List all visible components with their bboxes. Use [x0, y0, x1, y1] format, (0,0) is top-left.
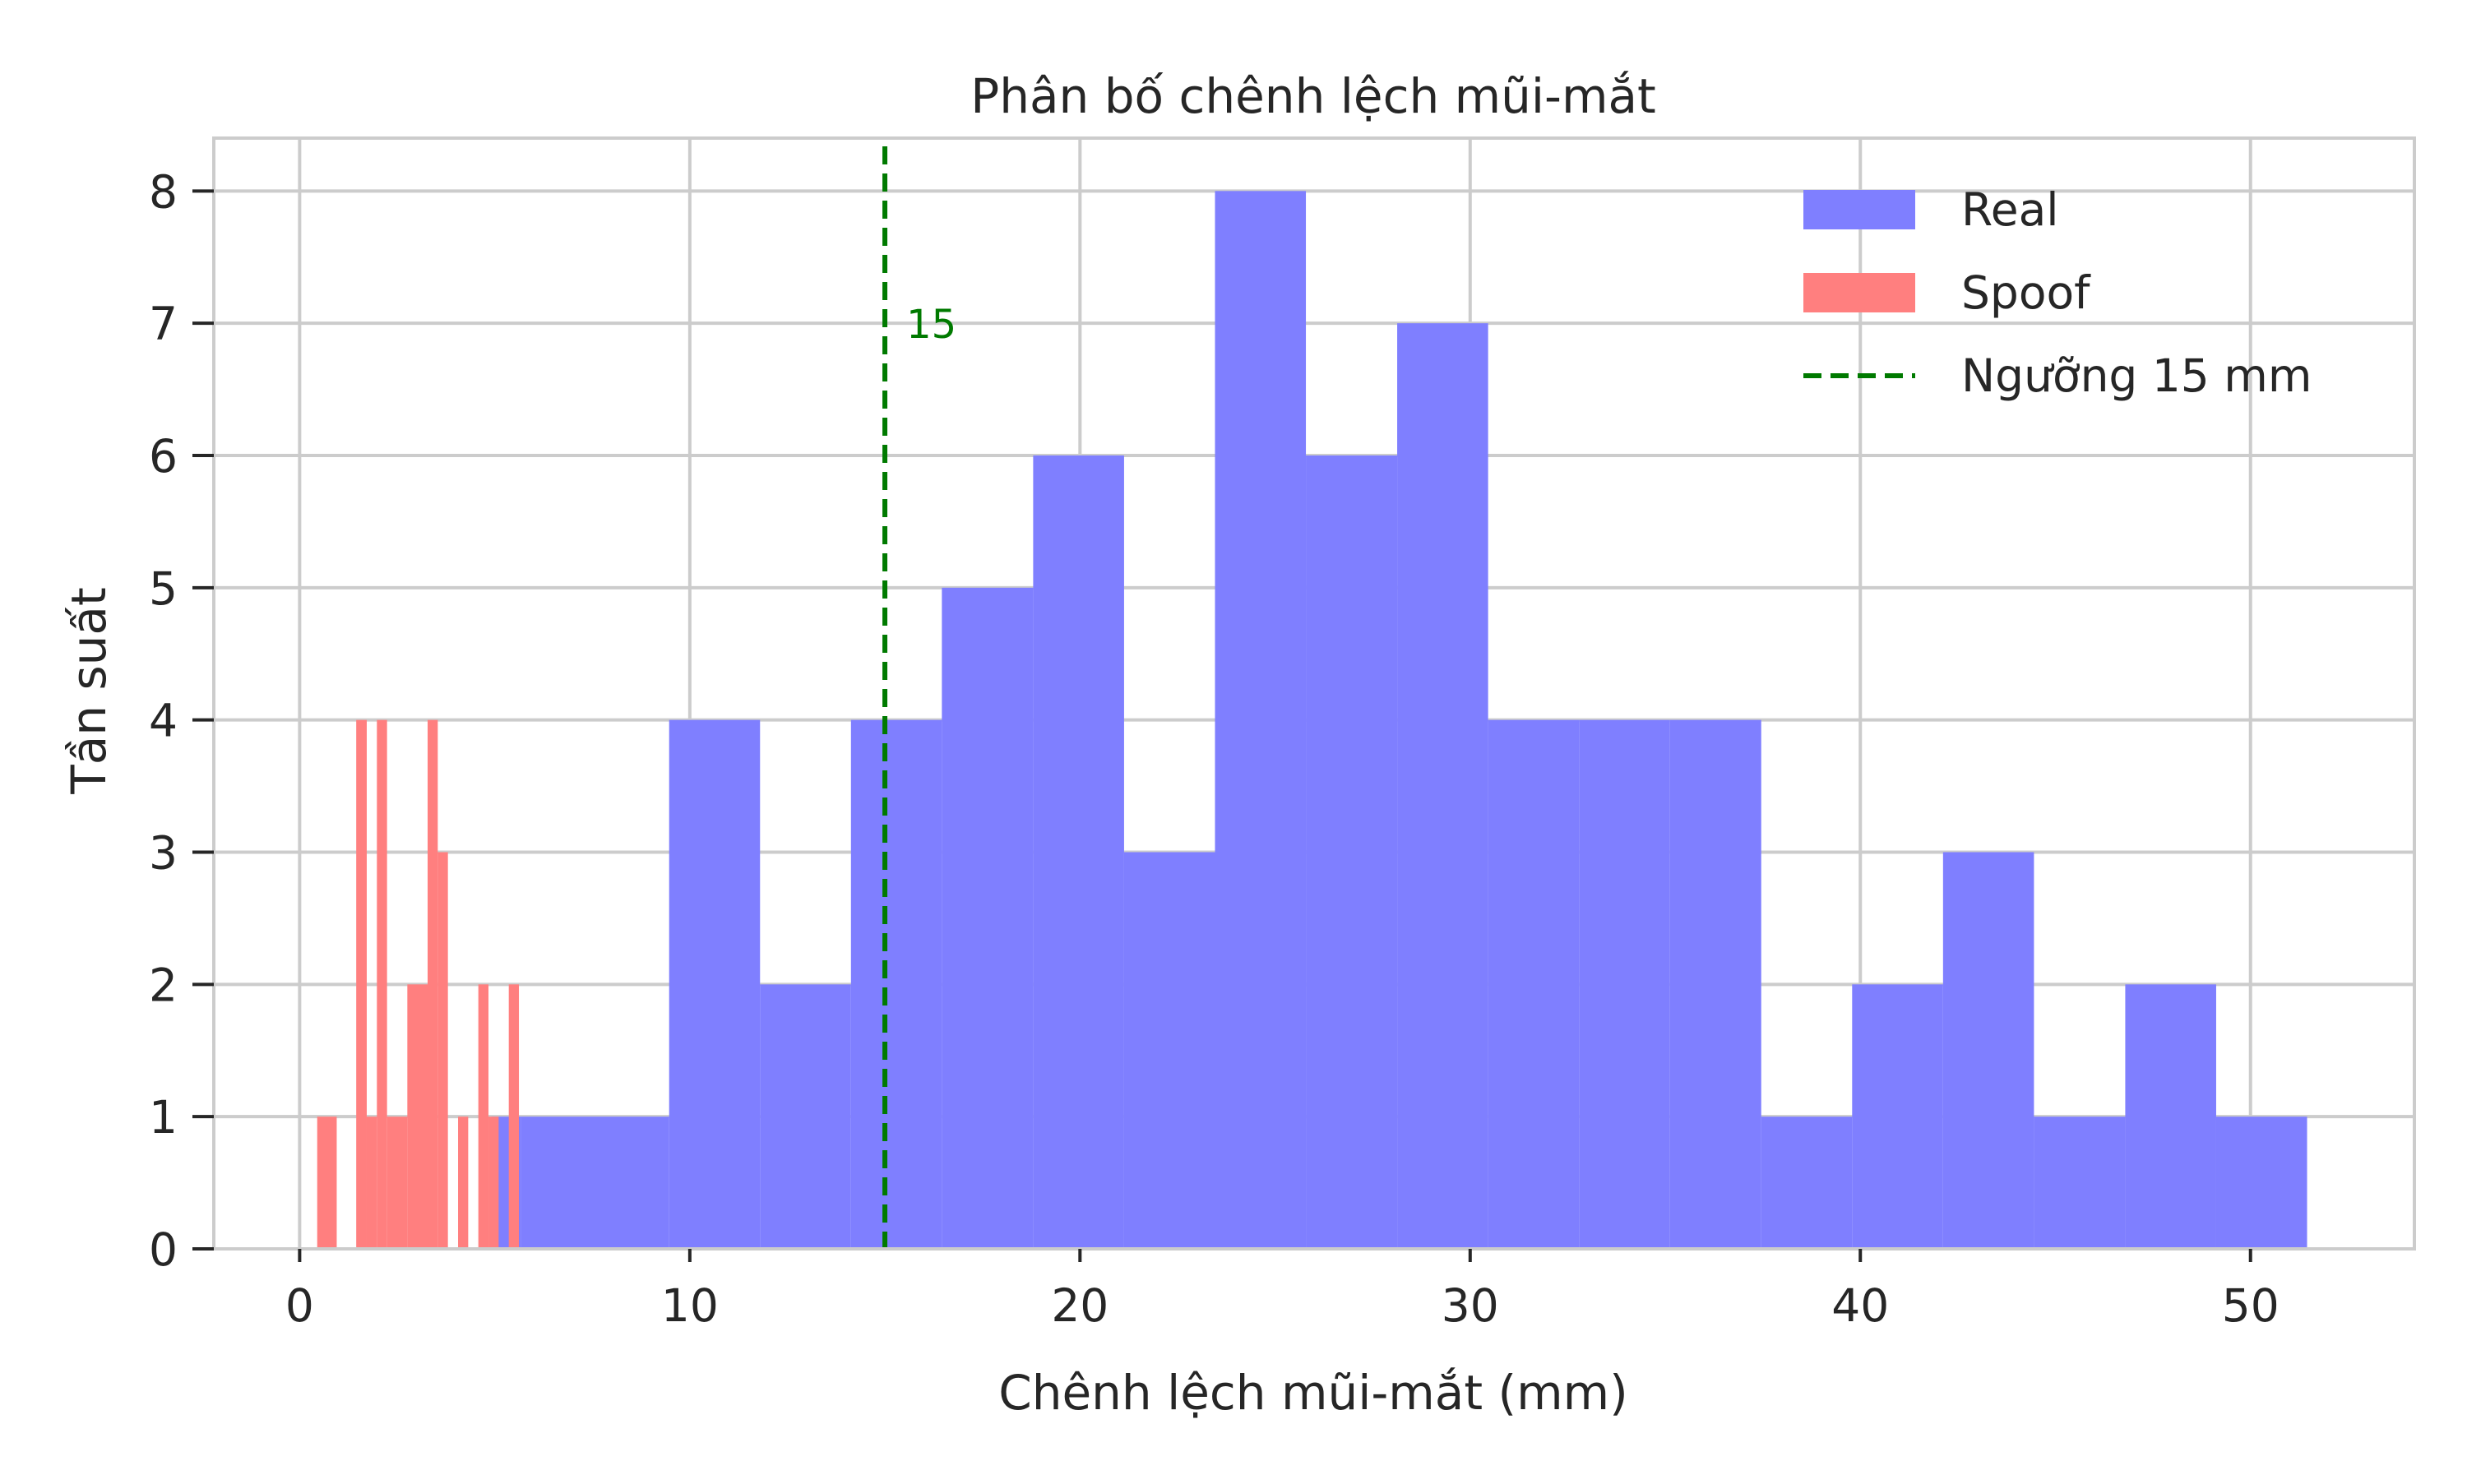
y-axis-label: Tần suất [61, 587, 117, 794]
y-tick-label: 4 [149, 695, 178, 747]
y-tick-label: 6 [149, 430, 178, 483]
legend-swatch-spoof [1803, 273, 1915, 312]
legend-swatch-real [1803, 190, 1915, 229]
legend-label-threshold: Ngưỡng 15 mm [1961, 349, 2312, 402]
bar-real [1488, 719, 1580, 1249]
bar-real [1942, 852, 2034, 1249]
bar-real [2215, 1116, 2307, 1249]
y-tick-label: 0 [149, 1223, 178, 1276]
bar-real [942, 587, 1034, 1249]
bar-real [1761, 1116, 1853, 1249]
y-tick-label: 2 [149, 959, 178, 1011]
bar-real [1215, 191, 1307, 1249]
bar-real [2125, 984, 2216, 1249]
bar-real [2034, 1116, 2126, 1249]
bar-real [521, 1116, 669, 1249]
x-tick-label: 30 [1442, 1279, 1499, 1332]
axis-ticks: 0 10 20 30 40 50 0 1 2 3 4 5 6 7 8 [149, 165, 2280, 1332]
bar-real [1306, 455, 1398, 1249]
bar-spoof [488, 1116, 499, 1249]
legend: Real Spoof Ngưỡng 15 mm [1803, 183, 2312, 402]
bar-spoof [428, 719, 438, 1249]
bar-spoof [386, 1116, 408, 1249]
bar-spoof [458, 1116, 469, 1249]
legend-label-spoof: Spoof [1961, 266, 2091, 319]
bar-spoof [377, 719, 387, 1249]
bar-real [760, 984, 851, 1249]
x-axis-label: Chênh lệch mũi-mắt (mm) [998, 1365, 1628, 1421]
y-tick-label: 5 [149, 562, 178, 615]
bar-real [850, 719, 942, 1249]
bar-real [1033, 455, 1124, 1249]
x-tick-label: 40 [1831, 1279, 1889, 1332]
bar-real [669, 719, 761, 1249]
bar-real [1669, 719, 1761, 1249]
bar-spoof [478, 984, 489, 1249]
bar-spoof [317, 1116, 337, 1249]
bar-spoof [356, 719, 367, 1249]
y-tick-label: 7 [149, 298, 178, 350]
bar-spoof [508, 984, 520, 1249]
chart-title: Phân bố chênh lệch mũi-mắt [970, 68, 1655, 124]
x-tick-label: 0 [285, 1279, 314, 1332]
x-tick-label: 50 [2222, 1279, 2280, 1332]
threshold-annotation: 15 [906, 302, 956, 348]
plot-frame [212, 136, 2416, 1251]
bar-spoof [407, 984, 428, 1249]
y-tick-label: 3 [149, 827, 178, 880]
legend-label-real: Real [1961, 183, 2059, 236]
y-tick-label: 1 [149, 1091, 178, 1144]
bar-real [1579, 719, 1670, 1249]
bar-spoof [437, 852, 448, 1249]
threshold-group: 15 [882, 146, 956, 1249]
x-tick-label: 10 [661, 1279, 719, 1332]
bar-real [1397, 323, 1488, 1250]
bar-real [1123, 852, 1215, 1249]
x-tick-label: 20 [1051, 1279, 1109, 1332]
bar-spoof [366, 1116, 377, 1249]
y-tick-label: 8 [149, 165, 178, 218]
bars [317, 191, 2307, 1250]
bar-real [1852, 984, 1943, 1249]
